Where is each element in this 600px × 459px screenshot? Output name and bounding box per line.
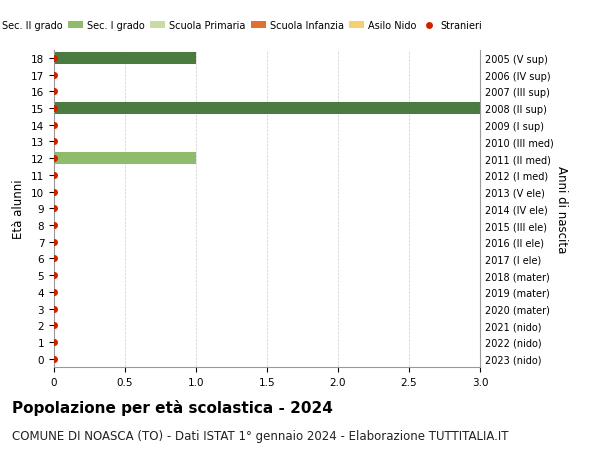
Bar	[54, 103, 480, 115]
Y-axis label: Anni di nascita: Anni di nascita	[554, 165, 568, 252]
Legend: Sec. II grado, Sec. I grado, Scuola Primaria, Scuola Infanzia, Asilo Nido, Stran: Sec. II grado, Sec. I grado, Scuola Prim…	[0, 17, 486, 35]
Y-axis label: Età alunni: Età alunni	[13, 179, 25, 239]
Text: Popolazione per età scolastica - 2024: Popolazione per età scolastica - 2024	[12, 399, 333, 415]
Bar	[54, 53, 196, 65]
Bar	[54, 153, 196, 165]
Text: COMUNE DI NOASCA (TO) - Dati ISTAT 1° gennaio 2024 - Elaborazione TUTTITALIA.IT: COMUNE DI NOASCA (TO) - Dati ISTAT 1° ge…	[12, 429, 509, 442]
